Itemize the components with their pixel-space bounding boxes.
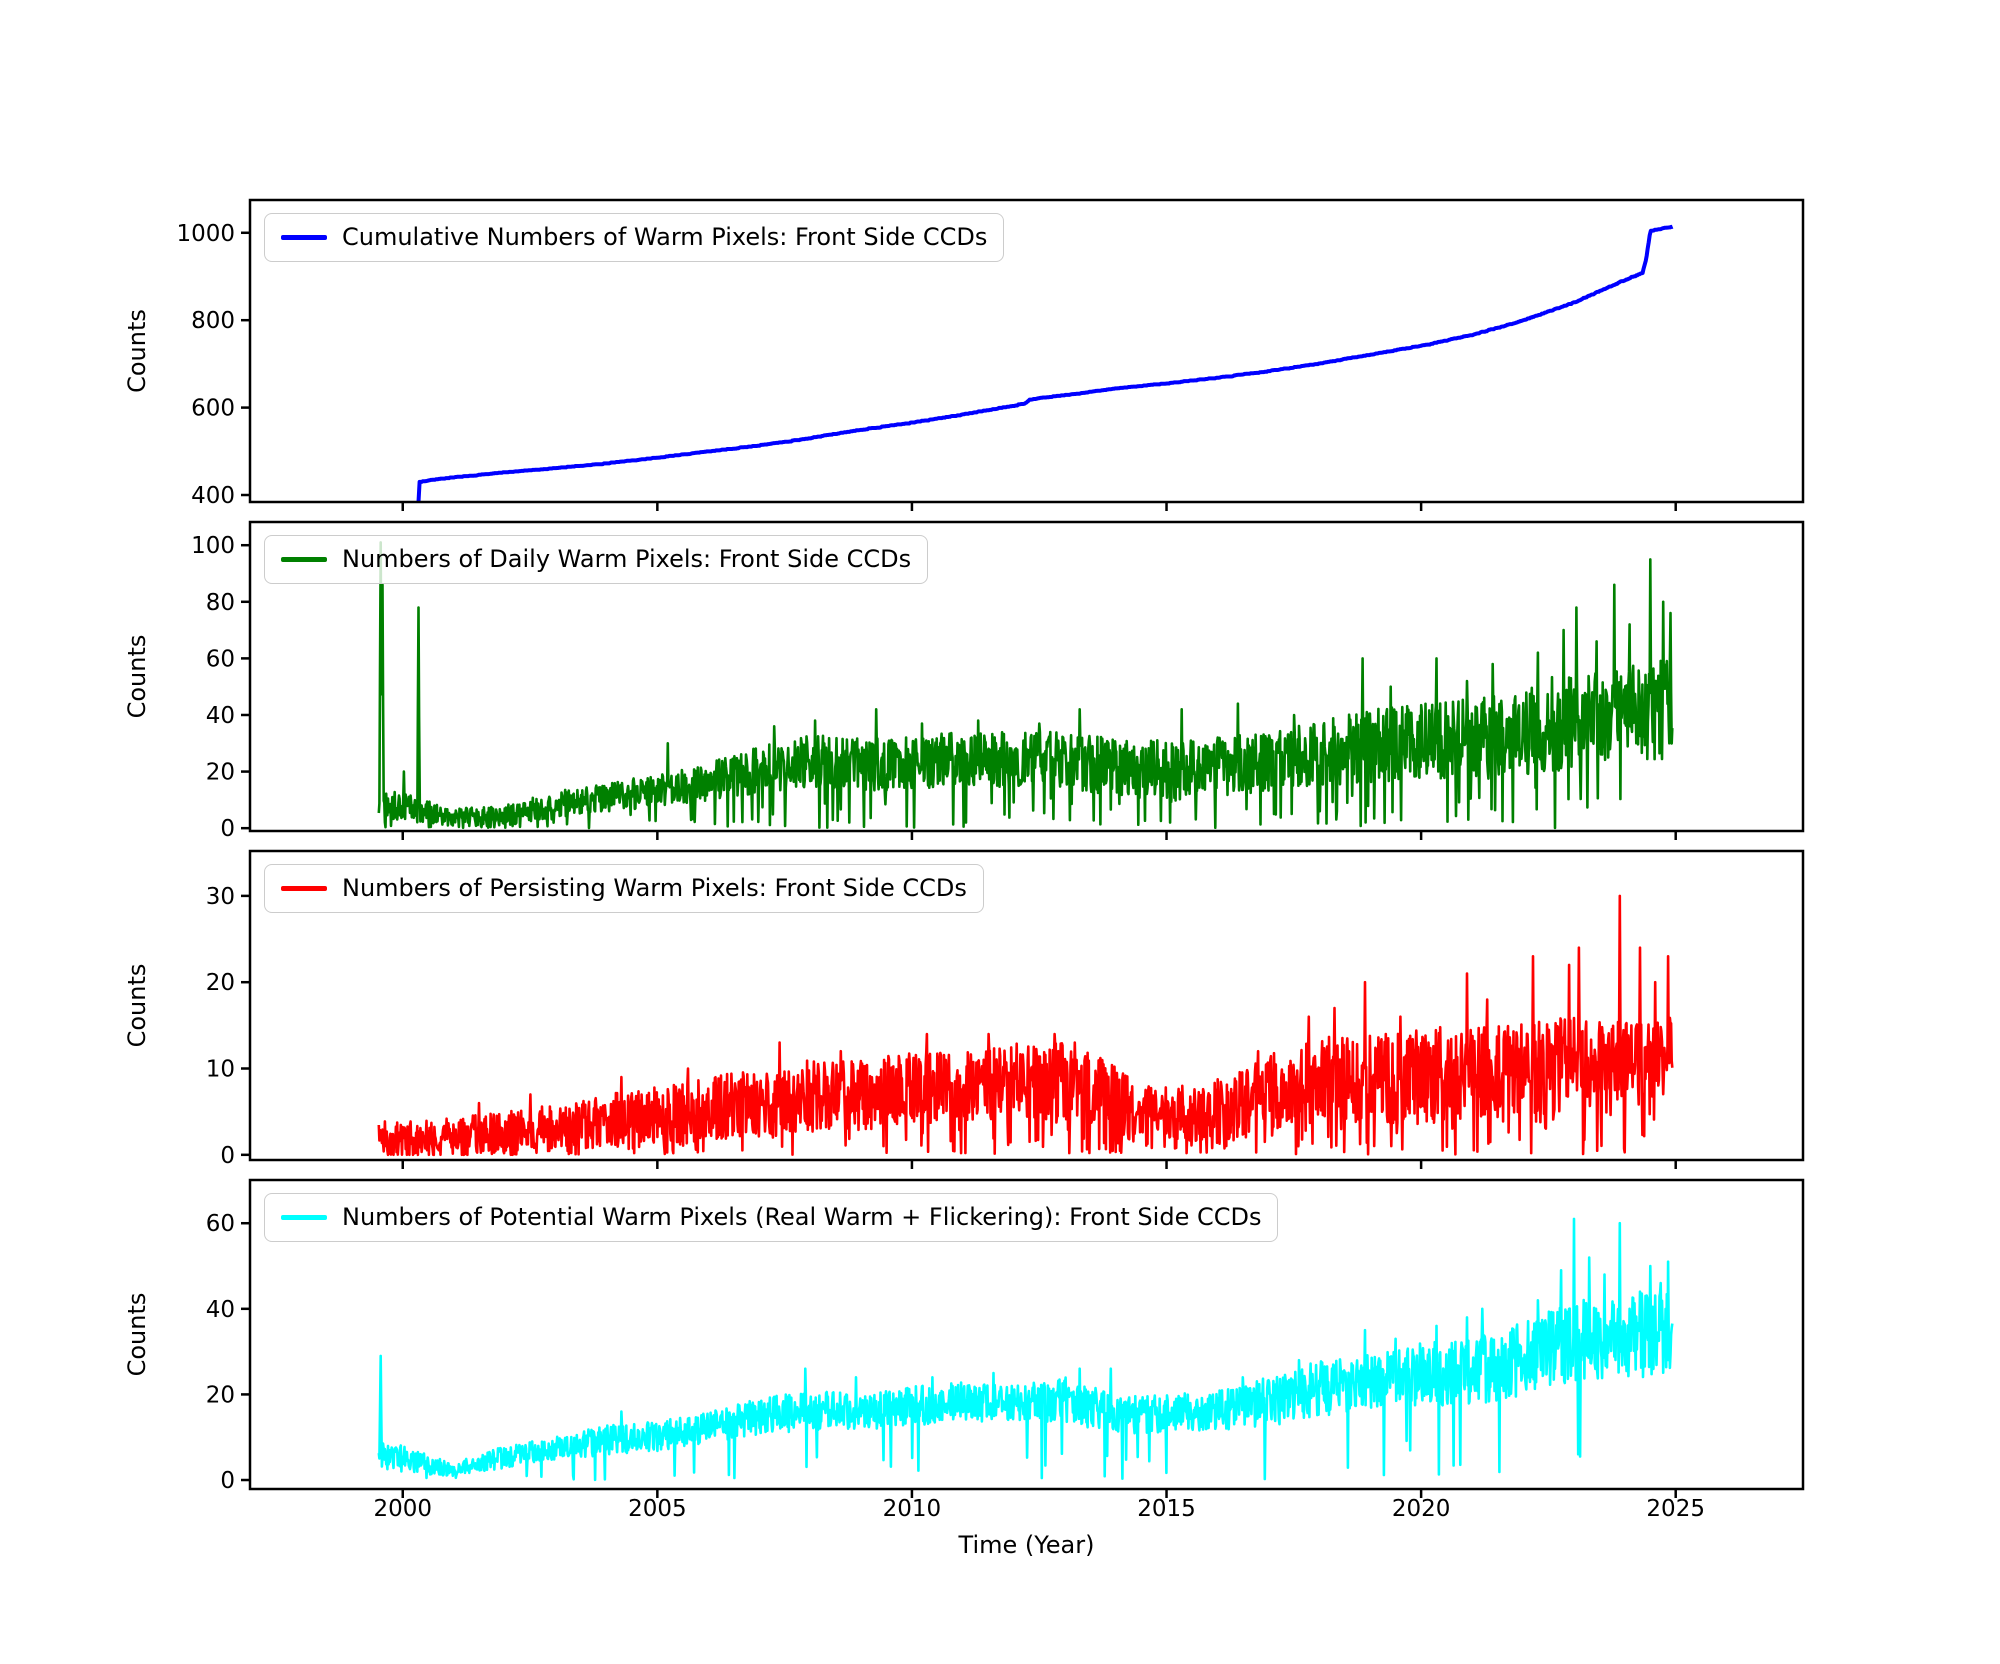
y-tick-label: 1000: [176, 221, 235, 247]
legend-potential-warm-pixels: Numbers of Potential Warm Pixels (Real W…: [264, 1193, 1279, 1242]
legend-line-sample-daily: [281, 556, 327, 562]
panel-spines-0: [248, 198, 1805, 504]
x-tick-label: 2020: [1392, 1496, 1451, 1522]
panel-potential-warm-pixels: 0 20 40 60 Counts: [123, 1178, 1805, 1498]
y-axis-label-1: Counts: [123, 635, 151, 719]
legend-cumulative-warm-pixels: Cumulative Numbers of Warm Pixels: Front…: [264, 213, 1005, 262]
series-line-persisting-warm-pixels: [377, 894, 1674, 1157]
y-tick-label: 60: [206, 646, 235, 672]
x-tick-label: 2005: [628, 1496, 687, 1522]
x-tick-label: 2015: [1137, 1496, 1196, 1522]
y-tick-label: 0: [220, 1143, 235, 1169]
y-tick-label: 100: [191, 533, 235, 559]
panel-spines-2: [248, 849, 1805, 1162]
y-tick-label: 30: [206, 884, 235, 910]
legend-label-potential: Numbers of Potential Warm Pixels (Real W…: [342, 1203, 1262, 1231]
y-tick-label: 20: [206, 970, 235, 996]
y-tick-label: 60: [206, 1211, 235, 1237]
legend-persisting-warm-pixels: Numbers of Persisting Warm Pixels: Front…: [264, 864, 984, 913]
x-axis-label: Time (Year): [958, 1531, 1095, 1559]
legend-line-sample-cumulative: [281, 234, 327, 240]
y-tick-label: 10: [206, 1057, 235, 1083]
y-tick-label: 800: [191, 308, 235, 334]
y-tick-label: 600: [191, 396, 235, 422]
y-tick-label: 20: [206, 760, 235, 786]
y-tick-label: 40: [206, 703, 235, 729]
y-axis-label-2: Counts: [123, 964, 151, 1048]
panel-spines-3: [248, 1178, 1805, 1491]
y-tick-label: 400: [191, 483, 235, 509]
y-tick-label: 20: [206, 1382, 235, 1408]
panel-cumulative-warm-pixels: 400 600 800 1000 Counts: [123, 198, 1805, 511]
legend-label-daily: Numbers of Daily Warm Pixels: Front Side…: [342, 545, 912, 573]
x-tick-label: 2025: [1646, 1496, 1705, 1522]
y-axis-label-0: Counts: [123, 309, 151, 393]
legend-daily-warm-pixels: Numbers of Daily Warm Pixels: Front Side…: [264, 535, 929, 584]
y-tick-label: 80: [206, 590, 235, 616]
x-tick-label: 2010: [883, 1496, 942, 1522]
series-line-daily-warm-pixels: [377, 541, 1674, 830]
legend-label-persisting: Numbers of Persisting Warm Pixels: Front…: [342, 874, 967, 902]
y-tick-label: 40: [206, 1297, 235, 1323]
panel-daily-warm-pixels: 0 20 40 60 80 100 Counts: [123, 520, 1805, 842]
y-tick-label: 0: [220, 1468, 235, 1494]
legend-line-sample-persisting: [281, 885, 327, 891]
x-tick-label: 2000: [373, 1496, 432, 1522]
panel-persisting-warm-pixels: 0 10 20 30 Counts: [123, 849, 1805, 1169]
y-tick-label: 0: [220, 816, 235, 842]
series-line-potential-warm-pixels: [377, 1217, 1674, 1482]
legend-label-cumulative: Cumulative Numbers of Warm Pixels: Front…: [342, 223, 988, 251]
series-line-cumulative-warm-pixels: [416, 224, 1675, 504]
legend-line-sample-potential: [281, 1214, 327, 1220]
panel-spines-1: [248, 520, 1805, 833]
y-axis-label-3: Counts: [123, 1293, 151, 1377]
